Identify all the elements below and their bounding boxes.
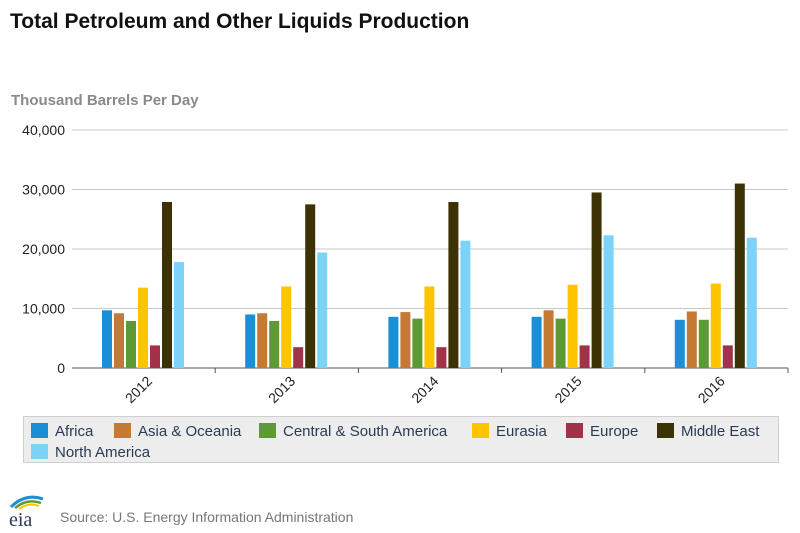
bar	[245, 314, 256, 368]
bar	[162, 201, 172, 368]
legend-item[interactable]: Asia & Oceania	[114, 423, 241, 440]
y-tick-label: 10,000	[22, 301, 65, 317]
legend-label: Europe	[590, 423, 639, 440]
legend-label: Central & South America	[283, 423, 448, 440]
legend-item[interactable]: Middle East	[657, 423, 759, 440]
legend-item[interactable]: North America	[31, 444, 150, 461]
bar	[114, 313, 124, 368]
bar	[567, 284, 578, 368]
eia-logo-text: eia	[9, 509, 32, 529]
x-tick-label: 2016	[695, 373, 728, 406]
x-tick-label: 2012	[122, 373, 155, 406]
source-note: Source: U.S. Energy Information Administ…	[60, 509, 354, 525]
y-tick-label: 0	[57, 360, 65, 376]
bar	[317, 252, 328, 368]
bar	[710, 283, 721, 368]
legend-item[interactable]: Central & South America	[259, 423, 447, 440]
bar	[281, 286, 292, 368]
chart-svg: 0 10,000 20,000 30,000 40,000 2012 2013 2014 201…	[22, 122, 789, 406]
bar	[734, 183, 745, 368]
legend-label: Africa	[55, 423, 94, 440]
legend-swatch	[472, 423, 489, 438]
legend-swatch	[31, 423, 48, 438]
bar	[257, 313, 268, 368]
bar	[555, 318, 566, 368]
bar	[686, 311, 697, 368]
bar	[746, 237, 757, 368]
bar	[305, 204, 316, 368]
bar	[460, 240, 471, 368]
bar	[174, 262, 184, 368]
chart-title: Total Petroleum and Other Liquids Produc…	[10, 10, 470, 33]
bar	[150, 345, 160, 368]
x-tick-label: 2013	[265, 373, 298, 406]
bar	[722, 345, 733, 368]
legend-swatch	[31, 444, 48, 459]
legend-item[interactable]: Africa	[31, 423, 93, 440]
bar	[543, 310, 554, 368]
bar	[436, 347, 447, 368]
bar	[531, 316, 542, 368]
bar	[269, 320, 280, 368]
y-tick-label: 20,000	[22, 241, 65, 257]
x-tick-label: 2014	[408, 373, 441, 406]
bar	[603, 235, 614, 368]
legend-swatch	[114, 423, 131, 438]
legend-label: Middle East	[681, 423, 760, 440]
bar	[126, 320, 136, 368]
y-tick-label: 30,000	[22, 182, 65, 198]
legend-swatch	[657, 423, 674, 438]
bar	[412, 318, 423, 368]
bar	[102, 310, 112, 368]
bar	[400, 312, 411, 368]
legend-swatch	[259, 423, 276, 438]
x-tick-label: 2015	[551, 373, 584, 406]
legend-label: Asia & Oceania	[138, 423, 242, 440]
legend: Africa Asia & Oceania Central & South Amer…	[23, 416, 779, 463]
y-axis-label: Thousand Barrels Per Day	[11, 92, 199, 109]
bar	[424, 286, 435, 368]
bar	[698, 319, 709, 368]
legend-swatch	[566, 423, 583, 438]
bar	[674, 319, 685, 368]
legend-item[interactable]: Europe	[566, 423, 638, 440]
y-tick-label: 40,000	[22, 122, 65, 138]
bar	[388, 316, 399, 368]
eia-logo: eia	[9, 495, 44, 529]
legend-label: North America	[55, 444, 151, 461]
legend-label: Eurasia	[496, 423, 547, 440]
bar	[293, 347, 304, 368]
bar	[591, 192, 602, 368]
legend-item[interactable]: Eurasia	[472, 423, 547, 440]
bar	[579, 345, 590, 368]
bar	[448, 201, 459, 368]
bar	[138, 287, 148, 368]
